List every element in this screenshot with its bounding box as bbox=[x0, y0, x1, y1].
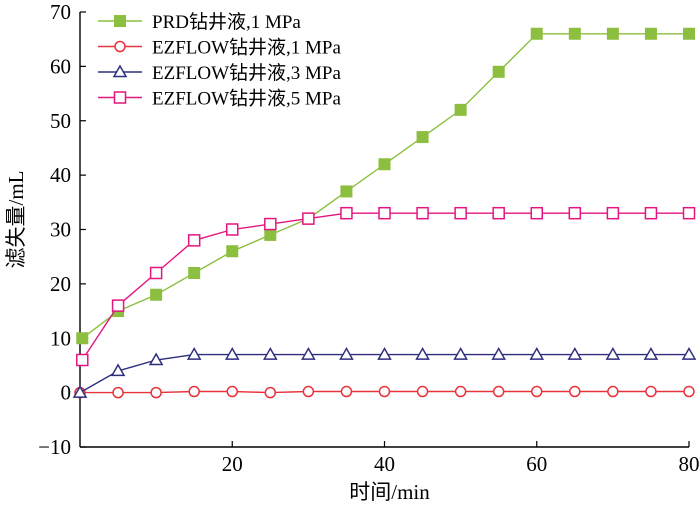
y-tick-label: 0 bbox=[61, 381, 72, 405]
legend-marker-2 bbox=[114, 40, 126, 53]
series-4-point bbox=[187, 234, 201, 247]
legend-label-3: EZFLOW钻井液,3 MPa bbox=[152, 62, 342, 84]
series-2-point bbox=[264, 386, 277, 399]
series-1-point bbox=[226, 245, 239, 258]
x-tick-label: 40 bbox=[374, 452, 395, 476]
series-3-point bbox=[186, 347, 202, 360]
y-tick-label: 70 bbox=[50, 0, 71, 24]
legend-label-1: PRD钻井液,1 MPa bbox=[152, 11, 301, 33]
x-axis-title: 时间/min bbox=[349, 480, 430, 504]
y-tick-label: −10 bbox=[38, 435, 71, 459]
series-2-point bbox=[226, 385, 238, 398]
series-3-point bbox=[110, 363, 126, 377]
series-3-point bbox=[339, 347, 354, 360]
series-line-4 bbox=[81, 212, 689, 361]
y-tick-label: 60 bbox=[50, 54, 71, 78]
series-2-point bbox=[607, 385, 619, 398]
series-2-point bbox=[150, 386, 162, 399]
series-1-point bbox=[416, 131, 429, 144]
series-3-point bbox=[224, 347, 240, 360]
series-2-point bbox=[378, 385, 391, 398]
series-1-point bbox=[340, 185, 353, 198]
series-4-point bbox=[644, 206, 658, 220]
legend-marker-3 bbox=[112, 64, 128, 78]
series-2-point bbox=[188, 385, 200, 398]
x-tick-label: 60 bbox=[526, 452, 547, 476]
legend-marker-1 bbox=[114, 15, 126, 27]
series-4-point bbox=[226, 223, 239, 236]
series-3-point bbox=[148, 352, 164, 366]
series-2-point bbox=[302, 385, 315, 398]
series-2-point bbox=[112, 386, 124, 399]
series-2-point bbox=[531, 385, 543, 398]
y-axis-title: 滤失量/mL bbox=[4, 171, 28, 269]
series-2-point bbox=[569, 385, 581, 398]
series-1-point bbox=[454, 103, 467, 116]
series-4-point bbox=[302, 212, 315, 225]
series-3-point bbox=[681, 347, 697, 360]
y-tick-label: 10 bbox=[50, 326, 71, 350]
legend-label-4: EZFLOW钻井液,5 MPa bbox=[152, 88, 342, 110]
series-4-point bbox=[111, 299, 125, 312]
series-1-point bbox=[644, 27, 657, 40]
x-tick-label: 20 bbox=[222, 452, 243, 476]
series-3-point bbox=[567, 347, 583, 360]
series-2-point bbox=[645, 385, 657, 398]
series-1-point bbox=[683, 27, 695, 40]
series-1-point bbox=[264, 228, 277, 241]
y-tick-label: 30 bbox=[50, 218, 71, 242]
series-2-point bbox=[416, 385, 429, 398]
series-3-point bbox=[491, 347, 506, 360]
series-1-point bbox=[492, 65, 505, 78]
series-3-point bbox=[415, 347, 430, 360]
series-1-point bbox=[150, 288, 163, 301]
series-2-point bbox=[340, 385, 353, 398]
y-tick-label: 40 bbox=[50, 163, 71, 187]
x-tick-label: 80 bbox=[679, 452, 700, 476]
series-4-point bbox=[682, 206, 696, 220]
series-4-point bbox=[149, 266, 163, 280]
series-1-point bbox=[378, 158, 391, 171]
series-3-point bbox=[605, 347, 621, 360]
series-3-point bbox=[72, 385, 88, 398]
series-1-point bbox=[568, 27, 581, 40]
series-4-point bbox=[378, 206, 391, 220]
series-3-point bbox=[453, 347, 468, 360]
y-tick-label: 20 bbox=[50, 272, 71, 296]
series-1-point bbox=[606, 27, 619, 40]
series-4-point bbox=[340, 206, 353, 220]
series-4-point bbox=[264, 217, 277, 231]
series-4-point bbox=[416, 206, 429, 220]
series-1-point bbox=[188, 267, 201, 279]
series-2-point bbox=[683, 385, 695, 398]
legend-label-2: EZFLOW钻井液,1 MPa bbox=[152, 37, 342, 59]
series-2-point bbox=[454, 385, 467, 398]
series-1-point bbox=[530, 27, 543, 40]
series-1-point bbox=[76, 332, 89, 345]
series-3-point bbox=[377, 347, 392, 360]
series-4-point bbox=[492, 206, 505, 220]
legend-marker-4 bbox=[113, 91, 127, 104]
series-3-point bbox=[301, 347, 316, 360]
series-4-point bbox=[568, 206, 582, 220]
series-3-point bbox=[263, 347, 278, 360]
series-4-point bbox=[530, 206, 543, 220]
series-4-point bbox=[606, 206, 620, 220]
series-3-point bbox=[643, 347, 659, 360]
series-4-point bbox=[454, 206, 467, 220]
y-tick-label: 50 bbox=[50, 109, 71, 133]
series-4-point bbox=[76, 353, 89, 367]
series-2-point bbox=[492, 385, 505, 398]
series-3-point bbox=[529, 347, 545, 360]
